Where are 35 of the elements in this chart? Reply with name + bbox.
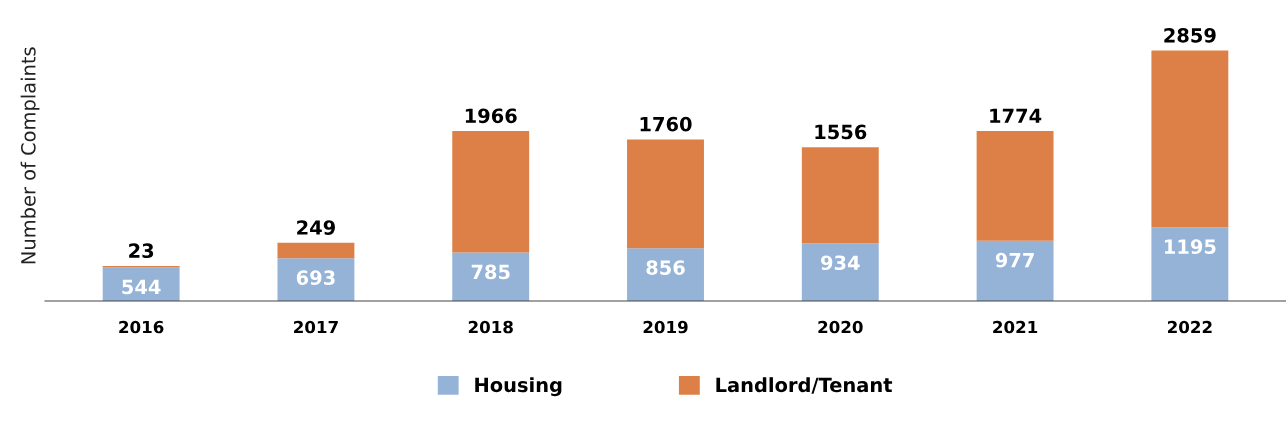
bar bbox=[1151, 227, 1229, 302]
data-label: 934 bbox=[821, 255, 860, 271]
legend-label: Housing bbox=[475, 377, 562, 397]
data-label: 1774 bbox=[990, 108, 1042, 123]
data-label: 693 bbox=[296, 270, 335, 285]
data-label: 785 bbox=[471, 264, 510, 280]
bar bbox=[277, 242, 355, 259]
bar bbox=[1151, 50, 1229, 228]
bar bbox=[976, 131, 1054, 241]
x-tick-label: 2017 bbox=[294, 320, 338, 334]
data-label: 249 bbox=[297, 220, 335, 235]
bar bbox=[452, 131, 530, 253]
data-label: 1556 bbox=[815, 124, 867, 140]
data-label: 856 bbox=[646, 260, 685, 275]
data-label: 1760 bbox=[640, 116, 692, 132]
x-tick-label: 2019 bbox=[643, 320, 688, 334]
y-axis-title: Number of Complaints bbox=[20, 47, 40, 264]
x-tick-label: 2020 bbox=[818, 320, 863, 334]
bar bbox=[801, 147, 879, 244]
data-label: 544 bbox=[122, 279, 161, 295]
bar bbox=[801, 243, 879, 302]
x-tick-label: 2021 bbox=[993, 320, 1038, 334]
x-tick-label: 2018 bbox=[468, 320, 513, 334]
x-tick-label: 2016 bbox=[119, 320, 164, 334]
legend-label: Landlord/Tenant bbox=[716, 377, 893, 394]
data-label: 2859 bbox=[1164, 27, 1216, 43]
bar bbox=[452, 252, 530, 302]
bar bbox=[627, 139, 704, 249]
bar bbox=[976, 240, 1054, 302]
data-label: 1966 bbox=[465, 108, 517, 124]
x-tick-label: 2022 bbox=[1167, 320, 1212, 334]
data-label: 977 bbox=[995, 252, 1034, 268]
data-label: 23 bbox=[129, 243, 154, 259]
bar bbox=[627, 248, 704, 302]
data-label: 1195 bbox=[1165, 239, 1216, 254]
